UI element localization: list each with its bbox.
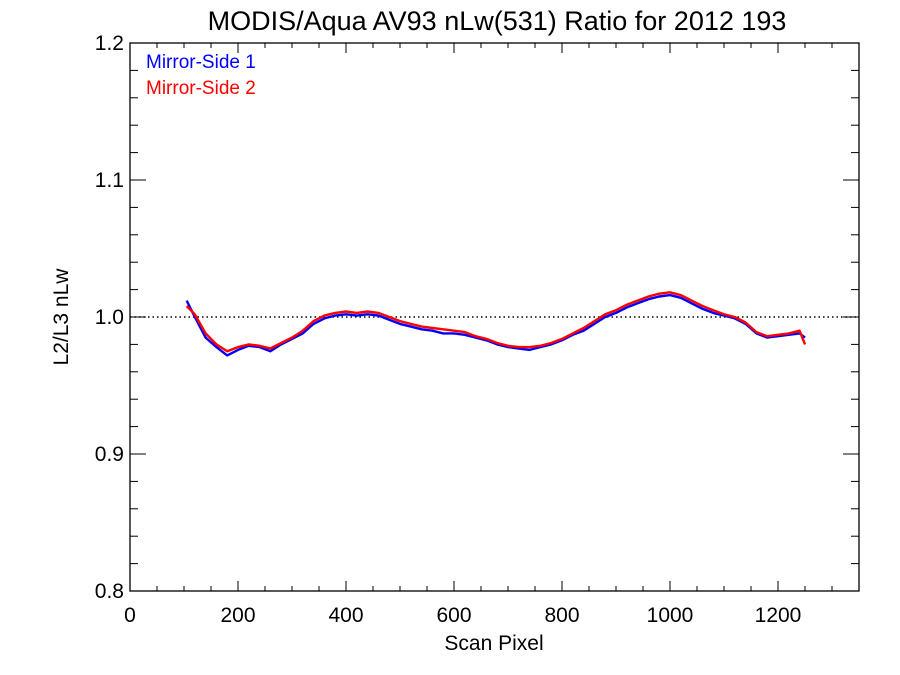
y-tick-label: 0.9 <box>95 443 124 466</box>
y-tick-label: 1.1 <box>95 169 124 192</box>
series-lines <box>185 291 807 357</box>
x-tick-label: 400 <box>328 604 363 627</box>
y-tick-label: 0.8 <box>95 580 124 603</box>
x-tick-label: 1200 <box>755 604 802 627</box>
tick-labels: 0 200 400 600 800 1000 1200 0.8 0.9 1.0 1.1 1.2 <box>95 32 802 627</box>
series-line-2 <box>185 291 807 353</box>
y-tick-label: 1.2 <box>95 32 124 55</box>
x-tick-label: 0 <box>124 604 136 627</box>
chart-title: MODIS/Aqua AV93 nLw(531) Ratio for 2012 … <box>208 6 787 36</box>
legend: Mirror-Side 1 Mirror-Side 2 <box>146 52 256 99</box>
legend-entry-mirror-side-1: Mirror-Side 1 <box>146 52 256 73</box>
series-line-1 <box>185 293 806 357</box>
x-axis-label: Scan Pixel <box>444 632 543 655</box>
legend-entry-mirror-side-2: Mirror-Side 2 <box>146 78 256 99</box>
y-axis-label: L2/L3 nLw <box>50 268 73 366</box>
axis-ticks <box>129 42 860 592</box>
x-tick-label: 600 <box>436 604 471 627</box>
x-tick-label: 800 <box>544 604 579 627</box>
y-tick-label: 1.0 <box>95 306 124 329</box>
x-tick-label: 200 <box>220 604 255 627</box>
x-tick-label: 1000 <box>647 604 694 627</box>
